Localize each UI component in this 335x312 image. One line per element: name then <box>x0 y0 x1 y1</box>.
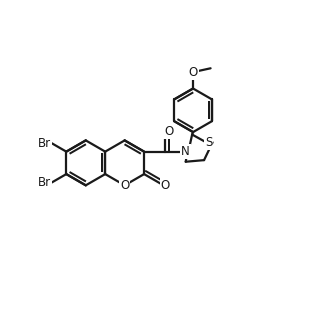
Text: O: O <box>160 179 170 192</box>
Text: O: O <box>164 125 173 138</box>
Text: Br: Br <box>38 137 51 150</box>
Text: O: O <box>120 179 129 192</box>
Text: N: N <box>181 145 190 158</box>
Text: O: O <box>189 66 198 79</box>
Text: S: S <box>205 136 212 149</box>
Text: Br: Br <box>38 176 51 189</box>
